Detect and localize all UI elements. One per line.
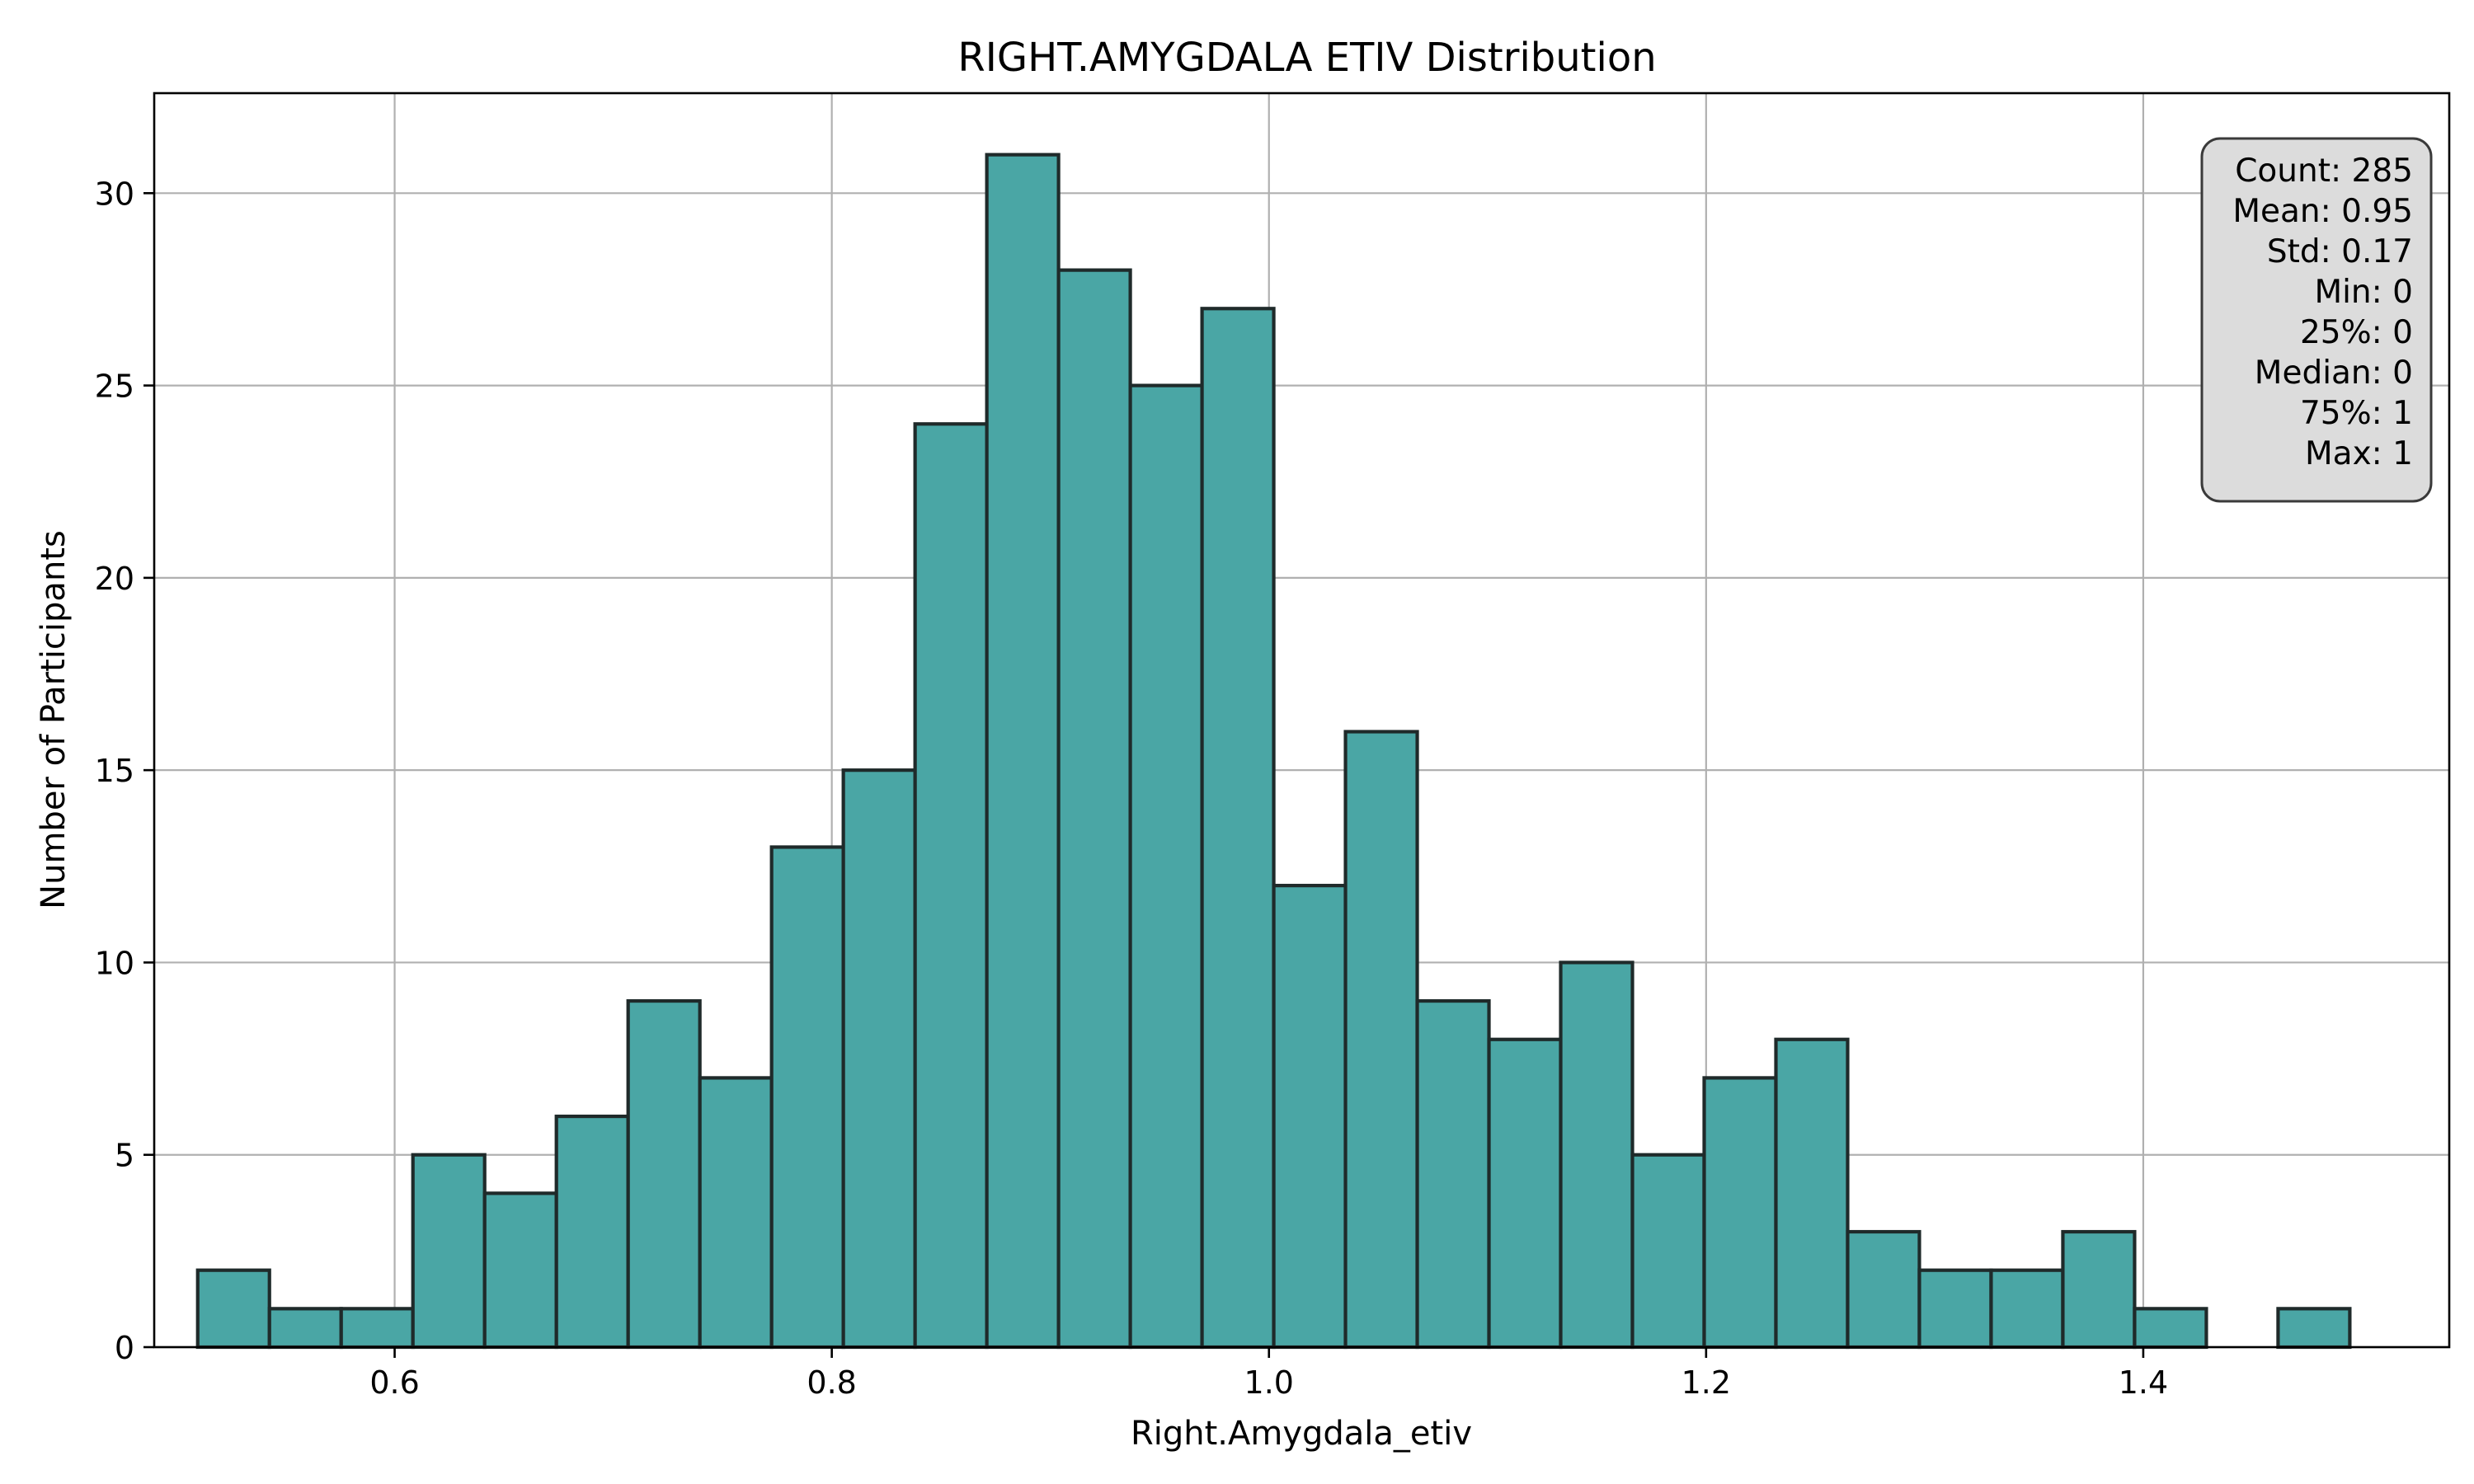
stats-line: Median: 0 [2255, 355, 2413, 392]
histogram-bar [2061, 1229, 2137, 1350]
x-axis-title: Right.Amygdala_etiv [1131, 1415, 1472, 1453]
histogram-bar [339, 1307, 415, 1350]
x-tick-label: 0.6 [369, 1364, 419, 1401]
histogram-bar [1343, 730, 1419, 1350]
chart-title: RIGHT.AMYGDALA ETIV Distribution [957, 35, 1656, 81]
histogram-bar [1989, 1268, 2065, 1350]
stats-line: Mean: 0.95 [2232, 193, 2413, 230]
x-tick-label: 0.8 [807, 1364, 856, 1401]
histogram-bar [267, 1307, 343, 1350]
stats-line: 75%: 1 [2300, 395, 2413, 432]
x-tick-label: 1.0 [1244, 1364, 1294, 1401]
y-tick-label: 0 [115, 1330, 134, 1366]
x-tick-label: 1.4 [2119, 1364, 2168, 1401]
histogram-bar [1487, 1037, 1563, 1350]
bars-layer [195, 153, 2352, 1350]
stats-line: Std: 0.17 [2267, 233, 2413, 270]
histogram-bar [698, 1076, 774, 1350]
stats-line: 25%: 0 [2300, 314, 2413, 351]
histogram-bar [2133, 1307, 2208, 1350]
histogram-bar [1128, 383, 1204, 1350]
histogram-bar [626, 998, 702, 1350]
histogram-bar [482, 1191, 558, 1350]
y-axis-title: Number of Participants [35, 530, 73, 909]
histogram-bar [769, 845, 845, 1350]
ticks-layer: 0.6 0.8 1.0 1.2 1.4 0 5 10 15 20 25 30 [95, 176, 2169, 1401]
y-tick-label: 20 [95, 561, 134, 597]
histogram-bar [554, 1114, 630, 1350]
y-tick-label: 10 [95, 945, 134, 981]
stats-line: Max: 1 [2305, 435, 2413, 472]
histogram-bar [2276, 1307, 2352, 1350]
stats-line: Min: 0 [2314, 274, 2413, 311]
histogram-bar [1200, 307, 1276, 1350]
y-tick-label: 15 [95, 753, 134, 789]
y-tick-label: 25 [95, 369, 134, 405]
stats-line: Count: 285 [2235, 153, 2413, 190]
histogram-bar [1630, 1153, 1706, 1350]
histogram-bar [1702, 1076, 1778, 1350]
histogram-bar [1415, 998, 1491, 1350]
histogram-bar [985, 153, 1061, 1350]
histogram-bar [1774, 1037, 1850, 1350]
histogram-bar [1917, 1268, 1993, 1350]
histogram-bar [1272, 884, 1348, 1350]
y-tick-label: 5 [115, 1138, 134, 1174]
histogram-bar [913, 422, 989, 1350]
histogram-bar [841, 768, 917, 1350]
histogram-bar [1846, 1229, 1921, 1350]
histogram-bar [411, 1153, 487, 1350]
stats-box-background [2200, 137, 2433, 503]
histogram-bar [195, 1268, 271, 1350]
y-tick-label: 30 [95, 176, 134, 212]
plot-frame [153, 92, 2451, 1349]
x-tick-label: 1.2 [1681, 1364, 1731, 1401]
histogram-bar [1559, 960, 1634, 1350]
histogram-bar [1056, 268, 1132, 1350]
